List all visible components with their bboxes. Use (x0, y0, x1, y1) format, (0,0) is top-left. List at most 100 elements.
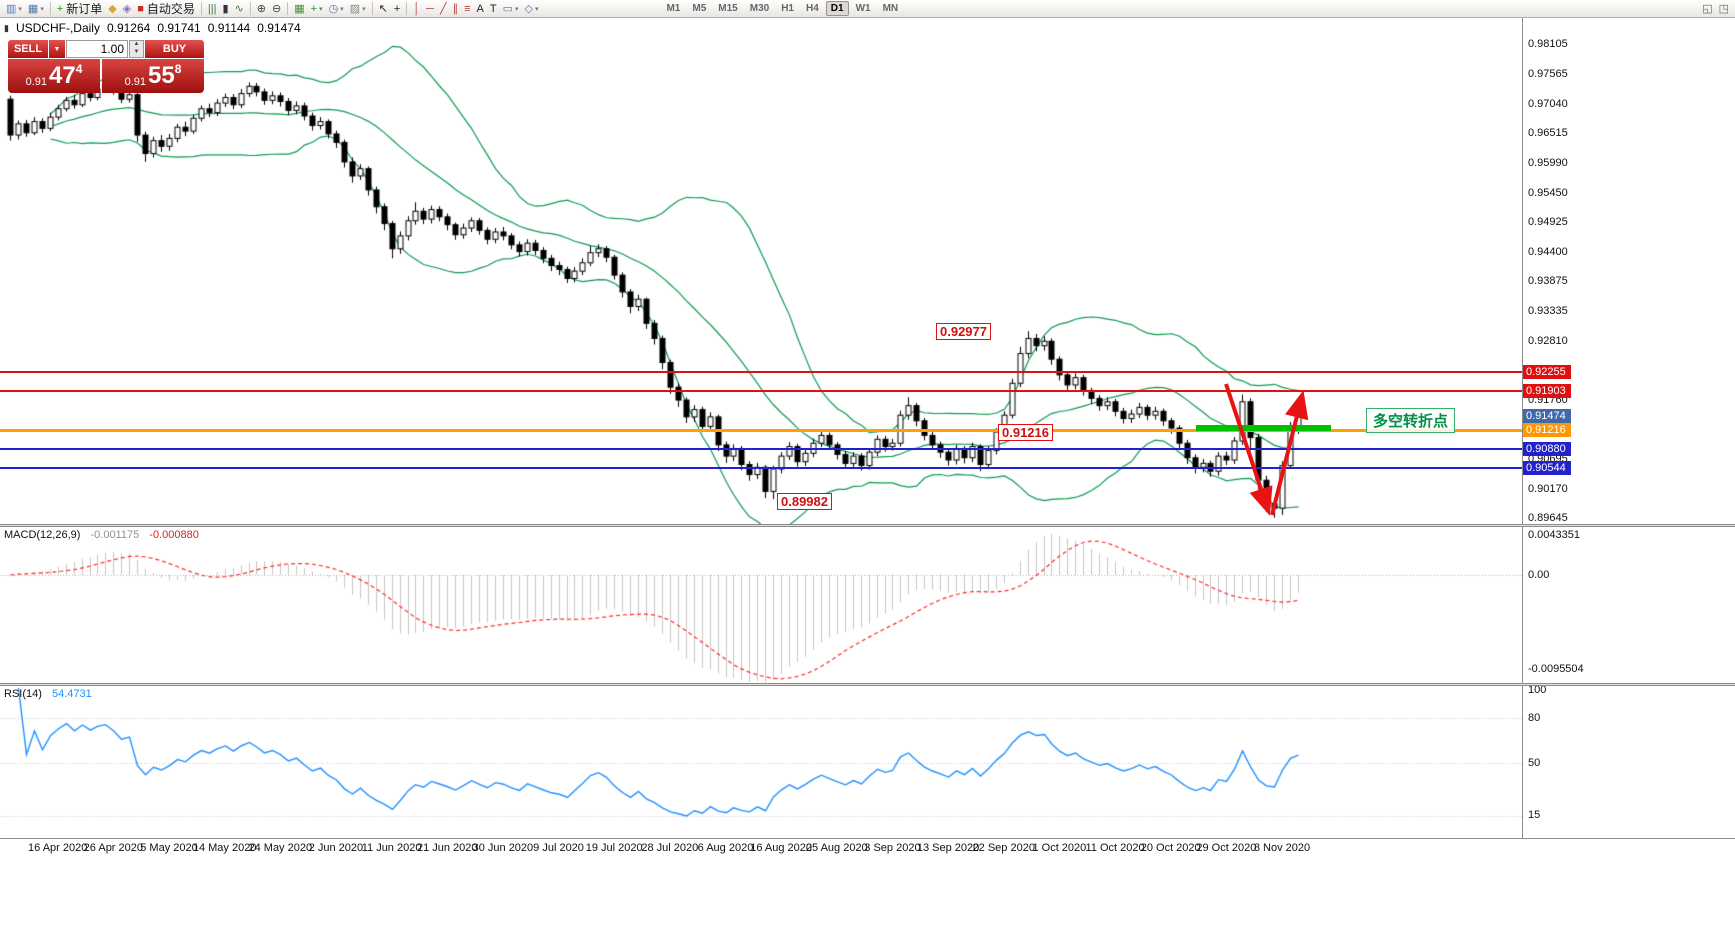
price-tick: 0.97565 (1528, 68, 1568, 81)
stepper-up-icon[interactable]: ▲ (133, 41, 140, 47)
periods-button[interactable]: ◷ ▾ (326, 1, 347, 17)
horizontal-line-button[interactable]: ─ (423, 1, 437, 17)
text-label-button[interactable]: T (487, 1, 500, 17)
macd-axis[interactable]: 0.0043351 0.00 -0.0095504 (1522, 527, 1735, 683)
symbol-name: USDCHF-,Daily (15, 21, 100, 35)
buy-button[interactable]: BUY (145, 40, 204, 58)
price-label-annotation[interactable]: 0.92977 (936, 323, 991, 340)
date-tick: 9 Jul 2020 (533, 842, 584, 854)
timeframe-w1[interactable]: W1 (855, 3, 871, 14)
expert-advisors-button[interactable]: ◆ (105, 1, 119, 17)
chart-window-icon: ◱ (1702, 2, 1713, 15)
horizontal-line-0.90544[interactable] (0, 467, 1522, 469)
shapes-button[interactable]: ▭ ▾ (500, 1, 522, 17)
fibonacci-button[interactable]: ≡ (461, 1, 473, 17)
volume-dropdown[interactable]: ▼ (49, 40, 65, 58)
rsi-axis[interactable]: 100 80 50 15 (1522, 684, 1735, 838)
new-order-label: 新订单 (66, 2, 103, 16)
trendline-icon: ╱ (439, 2, 447, 15)
timeframe-d1[interactable]: D1 (825, 1, 849, 16)
sell-button[interactable]: SELL (8, 40, 48, 58)
volume-input[interactable]: 1.00 (66, 40, 128, 58)
arrange-windows-button[interactable]: ◳ (1716, 1, 1732, 17)
date-tick: 20 Oct 2020 (1140, 842, 1201, 854)
horizontal-line-0.9088[interactable] (0, 448, 1522, 450)
tile-windows-icon: ▦ (294, 2, 305, 15)
autotrading-button[interactable]: ■ 自动交易 (134, 1, 198, 17)
cursor-button[interactable]: ↖ (376, 1, 391, 17)
horizontal-line-0.91903[interactable] (0, 390, 1522, 392)
rsi-scale-tick: 15 (1528, 809, 1541, 821)
horizontal-line-0.92255[interactable] (0, 371, 1522, 373)
line-chart-mode-button[interactable]: ∿ (232, 1, 247, 17)
resistance-tag-2: 0.91903 (1523, 384, 1571, 399)
chevron-down-icon: ▾ (319, 5, 323, 13)
toolbar-groups: ▥ ▾ ▦ ▾ + 新订单 ◆ ◈ ■ 自动交易 ||| ▮ ∿ ⊕ ⊖ ▦ + ▾ ◷ ▾ ▨ ▾ ↖ + │ ─ ╱ ∥ ≡ A T ▭ ▾… (3, 1, 541, 17)
tile-windows-button[interactable]: ▦ (291, 1, 307, 17)
timeframe-m15[interactable]: M15 (718, 3, 738, 14)
new-order-button[interactable]: + 新订单 (54, 1, 105, 17)
candlestick-mode-button[interactable]: ▮ (219, 1, 231, 17)
price-chart-panel[interactable]: 0.92977 0.91216 0.89982 多空转折点 ▮ USDCHF-,Da… (0, 18, 1522, 524)
date-tick: 11 Jun 2020 (361, 842, 422, 854)
crosshair-button[interactable]: + (391, 1, 403, 17)
scripts-button[interactable]: ◈ (120, 1, 134, 17)
text-icon: A (476, 2, 484, 15)
horizontal-line-0.91216[interactable] (0, 429, 1522, 432)
timeframe-h4[interactable]: H4 (805, 3, 819, 14)
volume-stepper[interactable]: ▲ ▼ (129, 40, 144, 58)
bar-chart-mode-button[interactable]: ||| (205, 1, 220, 17)
bar-chart-mode-icon: ||| (207, 2, 217, 15)
toolbar: ▥ ▾ ▦ ▾ + 新订单 ◆ ◈ ■ 自动交易 ||| ▮ ∿ ⊕ ⊖ ▦ + ▾ ◷ ▾ ▨ ▾ ↖ + │ ─ ╱ ∥ ≡ A T ▭ ▾… (0, 0, 1735, 18)
macd-canvas[interactable] (0, 527, 1522, 683)
rsi-panel[interactable]: RSI(14) 54.4731 (0, 686, 1522, 838)
price-tick: 0.98105 (1528, 38, 1568, 50)
timeframe-h1[interactable]: H1 (781, 3, 794, 14)
text-label-icon: T (489, 2, 497, 15)
one-click-trading-panel: SELL ▼ 1.00 ▲ ▼ BUY 0.91 47 4 0.91 55 8 (8, 40, 204, 93)
turning-point-band[interactable] (1196, 425, 1331, 431)
line-chart-mode-icon: ∿ (234, 2, 244, 15)
channel-button[interactable]: ∥ (450, 1, 462, 17)
new-chart-button[interactable]: ▥ ▾ (3, 1, 25, 17)
timeframe-m1[interactable]: M1 (666, 3, 681, 14)
rsi-canvas[interactable] (0, 686, 1522, 838)
scripts-icon: ◈ (122, 2, 132, 15)
rsi-header: RSI(14) 54.4731 (4, 688, 92, 700)
templates-button[interactable]: ▨ ▾ (347, 1, 369, 17)
price-tick: 0.95990 (1528, 156, 1568, 169)
pivot-tag: 0.91216 (1523, 422, 1571, 437)
text-button[interactable]: A (473, 1, 486, 17)
chevron-down-icon: ▾ (18, 5, 22, 13)
zoom-in-button[interactable]: ⊕ (254, 1, 269, 17)
toolbar-right: ◱ ◳ (1699, 1, 1732, 17)
timeframe-m5[interactable]: M5 (692, 3, 707, 14)
date-axis[interactable]: 16 Apr 2020 26 Apr 2020 5 May 2020 14 May 2… (0, 838, 1735, 857)
rsi-title: RSI(14) (4, 688, 42, 700)
buy-price-button[interactable]: 0.91 55 8 (102, 59, 204, 93)
vertical-line-button[interactable]: │ (410, 1, 423, 17)
zoom-out-button[interactable]: ⊖ (269, 1, 284, 17)
indicators-button[interactable]: + ▾ (308, 1, 326, 17)
chart-window-button[interactable]: ◱ (1699, 1, 1715, 17)
price-label-annotation[interactable]: 0.91216 (998, 424, 1053, 441)
macd-panel[interactable]: MACD(12,26,9) -0.001175 -0.000880 (0, 527, 1522, 683)
sell-price-sup: 4 (75, 62, 83, 76)
macd-header: MACD(12,26,9) -0.001175 -0.000880 (4, 529, 199, 541)
timeframe-mn[interactable]: MN (882, 3, 899, 14)
turning-point-note[interactable]: 多空转折点 (1366, 408, 1456, 433)
macd-scale-tick: 0.0043351 (1528, 529, 1580, 541)
arrows-button[interactable]: ◇ ▾ (521, 1, 541, 17)
price-tick: 0.89645 (1528, 512, 1568, 524)
crosshair-icon: + (393, 2, 401, 15)
price-axis[interactable]: 0.98105 0.97565 0.97040 0.96515 0.95990 0.954… (1522, 18, 1735, 524)
panel-separator[interactable] (0, 524, 1735, 527)
date-tick: 16 Apr 2020 (28, 842, 88, 854)
panel-separator[interactable] (0, 683, 1735, 686)
sell-price-button[interactable]: 0.91 47 4 (8, 59, 100, 93)
trendline-button[interactable]: ╱ (437, 1, 450, 17)
profiles-button[interactable]: ▦ ▾ (25, 1, 47, 17)
timeframe-m30[interactable]: M30 (749, 3, 770, 14)
stepper-down-icon[interactable]: ▼ (133, 49, 140, 55)
price-label-annotation[interactable]: 0.89982 (777, 493, 832, 510)
